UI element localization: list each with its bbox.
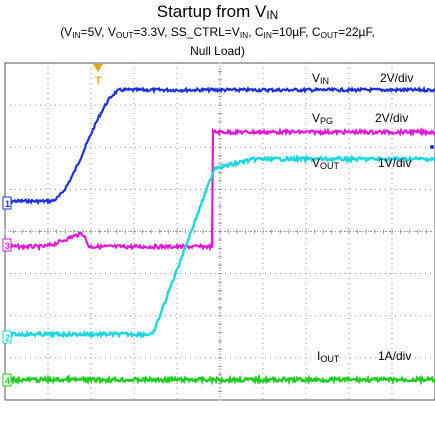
subtitle-part-10: =22µF,: [338, 25, 375, 39]
subtitle-part-4: =3.3V, SS_CTRL=V: [133, 25, 240, 39]
subtitle-part-3: OUT: [115, 30, 134, 40]
subtitle-part-1: IN: [72, 30, 81, 40]
subtitle-part-8: =10µF, C: [271, 25, 321, 39]
series-vin-line: [4, 85, 435, 206]
trigger-arrow-icon: [93, 64, 103, 72]
legend-label-vpg: VPG: [312, 111, 333, 126]
subtitle-line-2: Null Load): [190, 44, 245, 58]
right-edge-marker: [430, 145, 434, 149]
legend-scale-vin: 2V/div: [380, 71, 413, 85]
legend-scale-iout: 1A/div: [378, 349, 411, 363]
subtitle-part-0: (V: [60, 25, 73, 39]
channel-marker-iout: 4: [5, 376, 10, 386]
legend-label-iout: IOUT: [317, 349, 340, 364]
channel-marker-vpg: 3: [5, 241, 10, 251]
channel-marker-vin: 1: [5, 199, 10, 209]
legend-label-vin: VIN: [312, 71, 329, 86]
channel-marker-box: [2, 330, 12, 344]
legend-label-vout: VOUT: [312, 156, 340, 171]
channel-marker-box: [2, 238, 12, 252]
chart-title: Startup from VIN: [0, 2, 435, 25]
chart-title-sub: IN: [266, 8, 279, 22]
subtitle-part-7: IN: [263, 30, 272, 40]
legend-scale-vpg: 2V/div: [375, 111, 408, 125]
subtitle-part-5: IN: [239, 30, 249, 40]
subtitle-part-9: OUT: [320, 30, 339, 40]
series-vout-line: [4, 153, 435, 340]
subtitle-line-1: (VIN=5V, VOUT=3.3V, SS_CTRL=VIN, CIN=10µ…: [0, 24, 435, 43]
subtitle-part-2: =5V, V: [80, 25, 116, 39]
series-iout-line: [4, 373, 435, 386]
series-vpg-line: [3, 127, 435, 252]
channel-marker-box: [2, 373, 12, 387]
trigger-marker: T: [95, 75, 102, 87]
legend-scale-vout: 1V/div: [378, 156, 411, 170]
channel-marker-box: [2, 196, 12, 210]
channel-marker-vout: 2: [5, 333, 10, 343]
chart-subtitle: (VIN=5V, VOUT=3.3V, SS_CTRL=VIN, CIN=10µ…: [0, 24, 435, 59]
chart-title-text: Startup from V: [156, 2, 267, 21]
subtitle-part-6: , C: [248, 25, 264, 39]
